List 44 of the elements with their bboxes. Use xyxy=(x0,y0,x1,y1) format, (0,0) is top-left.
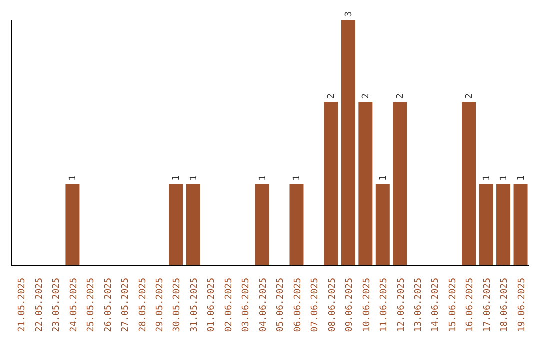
data-label: 3 xyxy=(344,12,354,17)
x-tick-label: 15.06.2025 xyxy=(448,278,458,332)
x-tick-label: 08.06.2025 xyxy=(328,278,338,332)
x-tick-label: 21.05.2025 xyxy=(18,278,28,332)
x-tick-label: 10.06.2025 xyxy=(362,278,372,332)
data-label: 1 xyxy=(482,176,492,181)
x-tick-label: 24.05.2025 xyxy=(69,278,80,332)
x-tick-label: 07.06.2025 xyxy=(310,278,321,332)
data-label: 1 xyxy=(292,176,303,181)
data-label: 1 xyxy=(500,176,510,181)
x-tick-label: 01.06.2025 xyxy=(207,278,218,332)
x-tick-label: 09.06.2025 xyxy=(345,278,356,332)
x-tick-label: 29.05.2025 xyxy=(155,278,166,332)
data-label: 1 xyxy=(258,176,268,181)
x-tick-label: 16.06.2025 xyxy=(466,278,476,332)
x-tick-label: 19.06.2025 xyxy=(517,278,528,332)
x-tick-label: 26.05.2025 xyxy=(104,278,114,332)
x-tick-label: 23.05.2025 xyxy=(52,278,62,332)
x-tick-label: 31.05.2025 xyxy=(190,278,200,332)
data-label: 1 xyxy=(378,176,389,181)
data-label: 1 xyxy=(516,176,527,181)
data-label: 2 xyxy=(327,94,338,99)
x-tick-label: 18.06.2025 xyxy=(500,278,510,332)
x-tick-label: 13.06.2025 xyxy=(414,278,424,332)
x-tick-label: 25.05.2025 xyxy=(86,278,97,332)
x-tick-label: 17.06.2025 xyxy=(482,278,493,332)
x-tick-label: 22.05.2025 xyxy=(34,278,45,332)
data-label: 1 xyxy=(189,176,200,181)
x-tick-label: 11.06.2025 xyxy=(380,278,390,332)
x-tick-label: 28.05.2025 xyxy=(138,278,148,332)
x-tick-label: 27.05.2025 xyxy=(121,278,132,332)
data-label: 2 xyxy=(465,94,476,99)
data-label: 2 xyxy=(396,94,406,99)
data-label: 2 xyxy=(362,94,372,99)
x-tick-label: 04.06.2025 xyxy=(258,278,269,332)
data-label: 1 xyxy=(172,176,182,181)
x-tick-label: 03.06.2025 xyxy=(242,278,252,332)
x-tick-label: 14.06.2025 xyxy=(431,278,442,332)
x-tick-label: 05.06.2025 xyxy=(276,278,286,332)
data-label: 1 xyxy=(68,176,79,181)
x-tick-label: 02.06.2025 xyxy=(224,278,234,332)
x-tick-label: 06.06.2025 xyxy=(293,278,304,332)
x-tick-label: 30.05.2025 xyxy=(172,278,183,332)
x-tick-label: 12.06.2025 xyxy=(396,278,407,332)
